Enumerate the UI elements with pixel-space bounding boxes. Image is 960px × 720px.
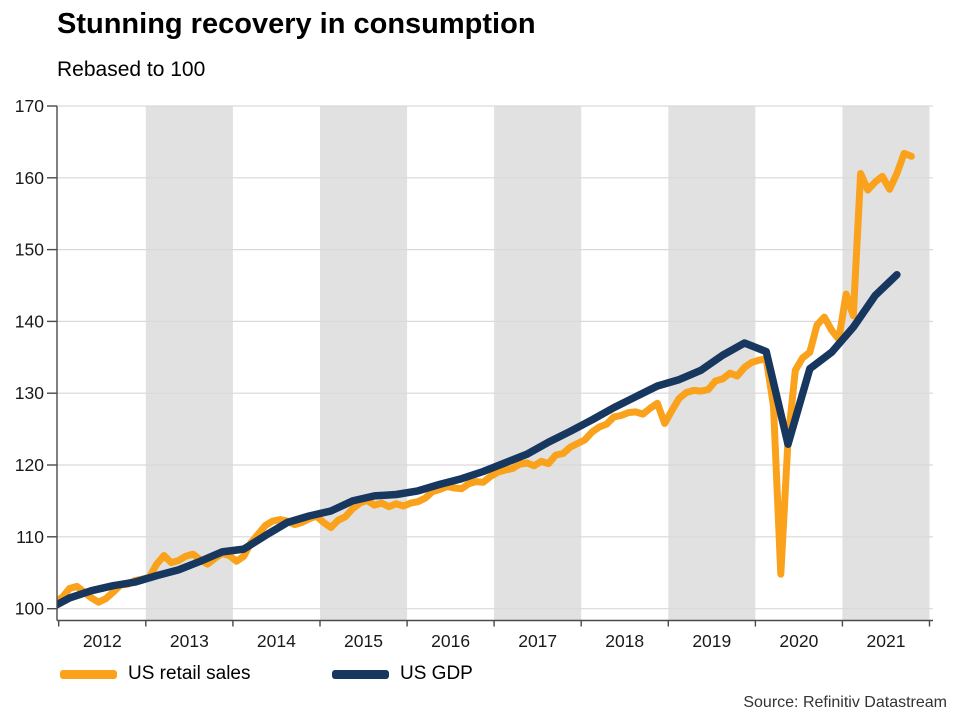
x-tick-label: 2014 <box>257 631 296 651</box>
y-axis: 100 110 120 130 140 150 160 170 <box>15 96 58 621</box>
plot-bands <box>145 106 930 621</box>
x-axis: 2012 2013 2014 2015 2016 2017 2018 2019 2020 2021 <box>57 619 933 651</box>
x-tick-label: 2015 <box>344 631 383 651</box>
gdp-legend-label: US GDP <box>400 663 473 684</box>
chart-title: Stunning recovery in consumption <box>57 8 536 40</box>
x-tick-label: 2017 <box>518 631 557 651</box>
chart-subtitle: Rebased to 100 <box>57 58 206 81</box>
retail-sales-legend-swatch <box>60 669 117 679</box>
x-tick-label: 2020 <box>779 631 818 651</box>
chart-legend: US retail sales US GDP <box>0 661 960 687</box>
legend-item-retail-sales: US retail sales <box>60 661 251 687</box>
y-tick-label: 170 <box>15 96 44 116</box>
x-tick-label: 2013 <box>170 631 209 651</box>
retail-sales-legend-label: US retail sales <box>128 663 251 684</box>
y-tick-label: 150 <box>15 240 44 260</box>
y-tick-label: 140 <box>15 311 44 331</box>
y-tick-label: 160 <box>15 168 44 188</box>
x-tick-label: 2021 <box>867 631 906 651</box>
gridlines <box>57 105 933 610</box>
x-tick-label: 2019 <box>692 631 731 651</box>
us-gdp-line <box>57 270 901 609</box>
legend-item-gdp: US GDP <box>332 661 473 687</box>
source-attribution: Source: Refinitiv Datastream <box>743 694 947 711</box>
gdp-legend-swatch <box>332 669 389 679</box>
x-tick-label: 2016 <box>431 631 470 651</box>
y-tick-label: 100 <box>15 599 44 619</box>
y-tick-label: 130 <box>15 383 44 403</box>
x-tick-label: 2018 <box>605 631 644 651</box>
y-tick-label: 110 <box>16 527 44 547</box>
y-tick-label: 120 <box>15 455 44 475</box>
x-tick-label: 2012 <box>83 631 122 651</box>
